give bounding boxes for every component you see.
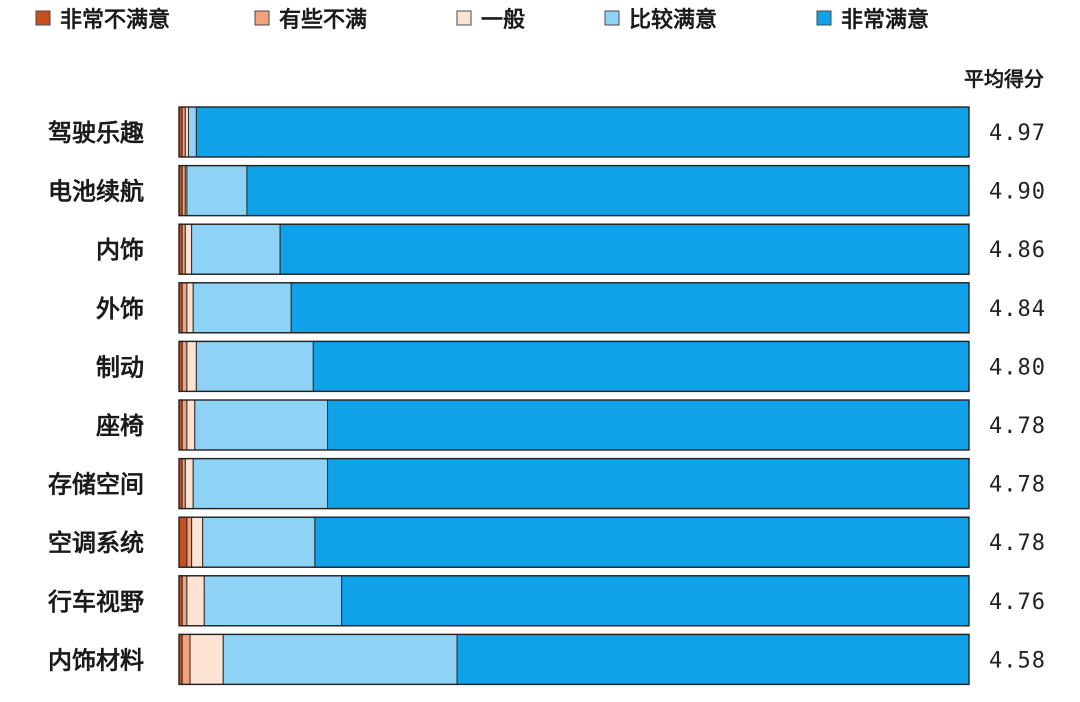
legend-swatch — [604, 10, 620, 26]
bar-outline — [178, 282, 970, 334]
category-label: 外饰 — [96, 295, 144, 323]
bar-segment — [189, 633, 224, 685]
bar-outline — [178, 223, 970, 275]
legend-swatch — [35, 10, 51, 26]
legend-label: 一般 — [481, 7, 525, 33]
legend-swatch — [456, 10, 472, 26]
category-label: 电池续航 — [48, 178, 144, 206]
bar-segment — [186, 399, 196, 451]
bar-segment — [181, 633, 191, 685]
bar-outline — [178, 340, 970, 393]
score-label: 4.84 — [989, 297, 1046, 322]
bar-segment — [456, 633, 970, 685]
bar-segment — [186, 282, 194, 334]
score-label: 4.58 — [989, 648, 1046, 673]
legend: 非常不满意 有些不满 一般 比较满意 非常满意 — [35, 7, 929, 33]
bar-segment — [178, 516, 188, 568]
bar-segment — [187, 106, 197, 158]
bar-row — [178, 516, 970, 568]
bar-outline — [178, 399, 970, 451]
legend-swatch — [816, 10, 832, 26]
bar-outline — [178, 633, 970, 686]
category-label: 制动 — [96, 353, 144, 381]
category-label: 座椅 — [96, 412, 144, 440]
category-label: 行车视野 — [47, 588, 144, 616]
bar-segment — [202, 516, 316, 568]
bar-segment — [186, 165, 248, 217]
score-label: 4.78 — [989, 414, 1046, 439]
bar-outline — [178, 106, 970, 158]
bar-segment — [192, 282, 292, 334]
bar-segment — [312, 340, 970, 392]
legend-label: 比较满意 — [629, 7, 717, 33]
score-header: 平均得分 — [964, 67, 1044, 91]
bar-segment — [181, 282, 188, 334]
category-label: 存储空间 — [48, 471, 144, 499]
bar-row — [178, 633, 970, 686]
bar-row — [178, 399, 970, 451]
bar-segment — [186, 340, 197, 392]
bar-segment — [191, 223, 281, 275]
bar-row — [178, 223, 970, 275]
legend-swatch — [254, 10, 270, 26]
bar-segment — [327, 399, 970, 451]
bar-segment — [195, 340, 314, 392]
bar-segment — [314, 516, 970, 568]
legend-label: 非常不满意 — [60, 7, 170, 33]
bar-row — [178, 106, 970, 158]
bar-segment — [181, 399, 188, 451]
bar-segment — [279, 223, 970, 275]
bar-segment — [181, 340, 188, 392]
bar-outline — [178, 516, 970, 568]
bar-segment — [341, 575, 970, 627]
score-label: 4.78 — [989, 473, 1046, 498]
bar-row — [178, 457, 970, 510]
bar-segment — [184, 458, 194, 510]
bar-outline — [178, 457, 970, 510]
bar-outline — [178, 575, 970, 627]
bar-segment — [191, 516, 204, 568]
bar-outline — [178, 164, 970, 217]
bar-segment — [192, 458, 329, 510]
bar-segment — [290, 282, 970, 334]
bar-row — [178, 164, 970, 217]
bar-segment — [327, 458, 970, 510]
bar-row — [178, 340, 970, 393]
bar-row — [178, 282, 970, 334]
bar-segment — [194, 399, 329, 451]
bar-segment — [186, 516, 193, 568]
score-label: 4.78 — [989, 531, 1046, 556]
plot-area — [178, 106, 970, 686]
category-label: 内饰 — [96, 236, 144, 264]
bar-segment — [181, 575, 188, 627]
score-label: 4.97 — [989, 121, 1046, 146]
legend-label: 非常满意 — [841, 7, 929, 33]
category-label: 驾驶乐趣 — [48, 119, 145, 147]
score-labels: 4.97 4.90 4.86 4.84 4.80 4.78 4.78 4.78 4.76 4.58 — [989, 121, 1046, 673]
bar-segment — [246, 165, 970, 217]
bar-segment — [184, 223, 193, 275]
bar-segment — [195, 106, 970, 158]
score-label: 4.76 — [989, 590, 1046, 615]
bar-row — [178, 575, 970, 627]
score-label: 4.90 — [989, 180, 1046, 205]
category-label: 内饰材料 — [48, 646, 144, 674]
score-label: 4.86 — [989, 238, 1046, 263]
bar-segment — [186, 575, 205, 627]
bar-segment — [203, 575, 343, 627]
score-label: 4.80 — [989, 355, 1046, 380]
category-label: 空调系统 — [48, 529, 144, 557]
legend-label: 有些不满 — [279, 7, 367, 33]
bar-segment — [222, 633, 458, 685]
